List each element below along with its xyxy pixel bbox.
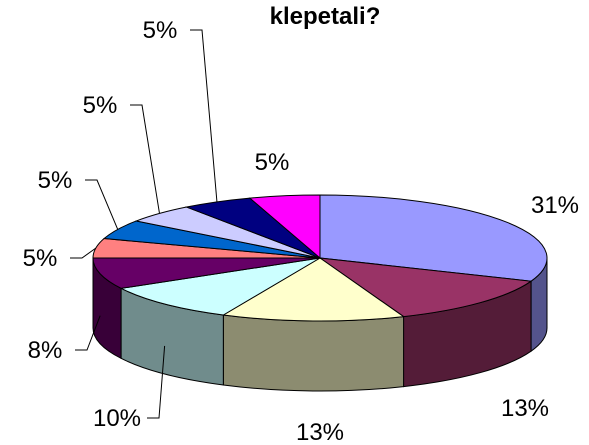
data-label: 5% (255, 149, 290, 176)
data-label: 13% (296, 419, 344, 445)
data-label: 5% (23, 245, 58, 272)
leader-line (130, 104, 160, 214)
chart-title: klepetali? (270, 3, 381, 30)
leader-line (70, 247, 97, 259)
data-label: 31% (531, 192, 579, 219)
leader-line (75, 315, 101, 351)
slice (248, 194, 321, 260)
leader-line (190, 29, 218, 202)
slice (319, 257, 533, 318)
slice (92, 257, 321, 289)
leader-line (147, 345, 166, 419)
data-label: 10% (93, 405, 141, 432)
data-label: 13% (501, 395, 549, 422)
data-label: 5% (83, 92, 118, 119)
slice-side (222, 314, 405, 392)
data-label: 8% (28, 337, 63, 364)
slice (119, 257, 321, 316)
data-label: 5% (143, 17, 178, 44)
slice (221, 257, 405, 322)
data-label: 5% (38, 167, 73, 194)
leader-line (85, 179, 119, 230)
slice (319, 194, 548, 282)
